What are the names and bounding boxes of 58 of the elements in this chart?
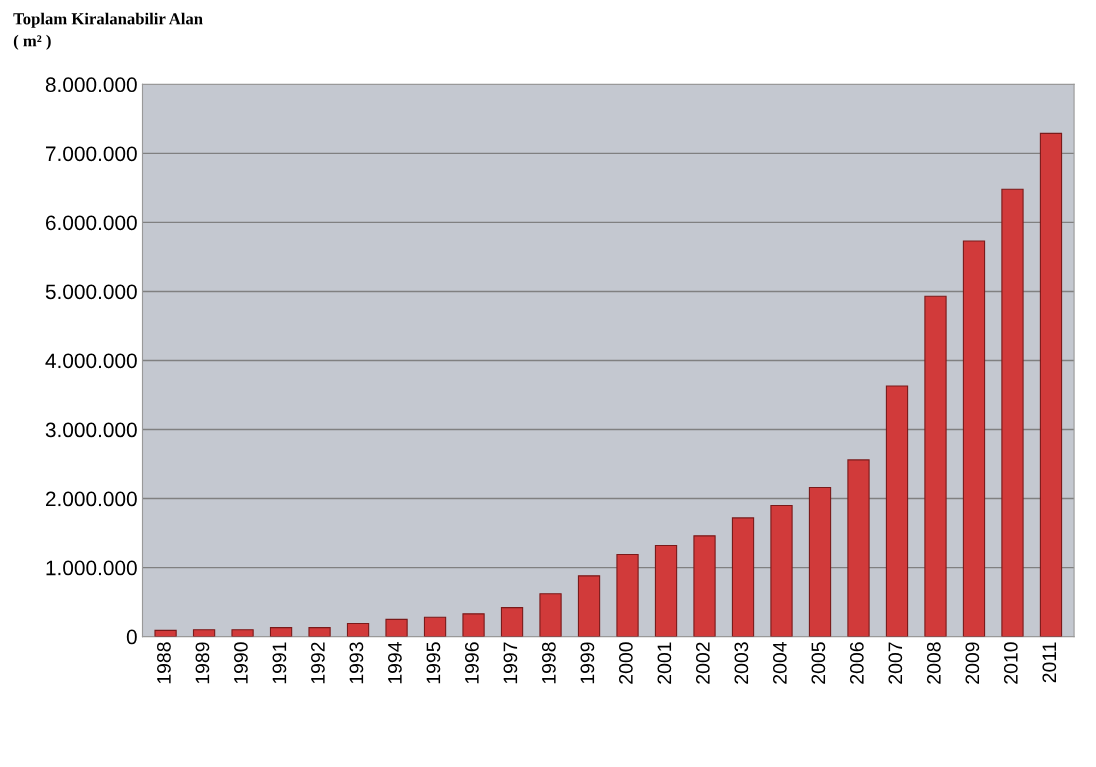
bar bbox=[770, 504, 793, 637]
x-tick-label: 2004 bbox=[772, 642, 787, 684]
x-tick-label: 1997 bbox=[503, 642, 518, 684]
x-tick-label: 2005 bbox=[811, 642, 826, 684]
y-tick-label: 1.000.000 bbox=[46, 560, 137, 576]
bar bbox=[808, 486, 832, 637]
x-tick-label: 1993 bbox=[349, 642, 364, 684]
x-tick-label: 2010 bbox=[1003, 642, 1018, 684]
bar bbox=[154, 629, 177, 637]
x-tick-label: 1994 bbox=[388, 642, 402, 684]
y-tick-label: 6.000.000 bbox=[46, 215, 137, 231]
bar bbox=[192, 629, 216, 637]
bar bbox=[731, 517, 755, 637]
x-tick-label: 2008 bbox=[926, 642, 941, 684]
x-tick-label: 2007 bbox=[888, 642, 903, 684]
x-tick-label: 1998 bbox=[541, 642, 556, 684]
bar bbox=[1039, 132, 1063, 637]
x-tick-label: 1992 bbox=[311, 642, 325, 684]
bar bbox=[539, 593, 562, 637]
x-tick-label: 2006 bbox=[849, 642, 864, 684]
y-tick-label: 8.000.000 bbox=[45, 77, 137, 93]
y-tick-label: 3.000.000 bbox=[45, 422, 137, 438]
bar bbox=[269, 627, 293, 637]
bar bbox=[308, 627, 331, 637]
x-tick-label: 1988 bbox=[157, 642, 171, 684]
bar bbox=[1001, 188, 1024, 637]
x-tick-label: 2002 bbox=[695, 642, 710, 684]
y-tick-label: 7.000.000 bbox=[46, 146, 137, 162]
bar bbox=[385, 618, 408, 637]
x-tick-label: 2011 bbox=[1042, 642, 1057, 683]
bar bbox=[231, 629, 254, 637]
bar bbox=[462, 613, 485, 637]
x-tick-label: 1991 bbox=[272, 642, 287, 684]
y-tick-label: 0 bbox=[126, 629, 137, 645]
bar bbox=[346, 622, 370, 637]
bar bbox=[885, 385, 909, 637]
bar bbox=[847, 459, 870, 637]
x-tick-label: 2001 bbox=[657, 642, 672, 684]
bar bbox=[500, 607, 524, 637]
y-tick-label: 4.000.000 bbox=[45, 353, 137, 369]
x-tick-label: 1995 bbox=[426, 642, 441, 684]
x-tick-label: 1999 bbox=[580, 642, 595, 684]
y-axis-title: Toplam Kiralanabilir Alan ( m² ) bbox=[13, 12, 203, 50]
bar bbox=[577, 575, 601, 637]
x-tick-label: 1990 bbox=[234, 642, 248, 684]
bar bbox=[423, 616, 447, 637]
bar bbox=[616, 553, 639, 637]
y-tick-label: 2.000.000 bbox=[45, 491, 137, 507]
x-tick-label: 2009 bbox=[965, 642, 980, 684]
x-tick-label: 2000 bbox=[618, 642, 633, 684]
x-tick-label: 2003 bbox=[734, 642, 749, 684]
bar bbox=[962, 240, 986, 637]
y-tick-label: 5.000.000 bbox=[45, 284, 137, 300]
x-tick-label: 1989 bbox=[195, 642, 210, 684]
bar bbox=[654, 544, 678, 637]
bar bbox=[693, 535, 716, 637]
x-tick-label: 1996 bbox=[464, 642, 479, 684]
bar bbox=[924, 295, 947, 637]
